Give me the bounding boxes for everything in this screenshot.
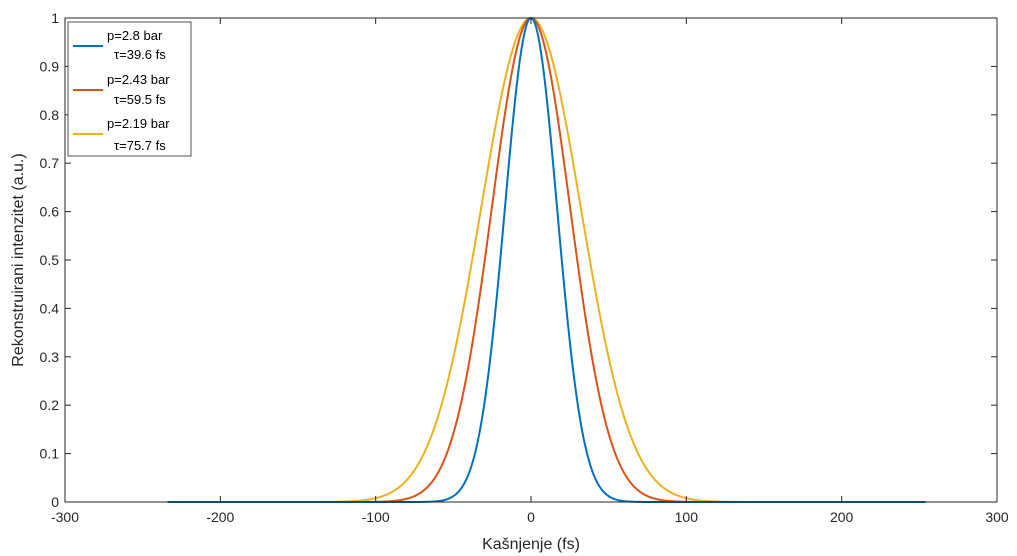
x-axis-title: Kašnjenje (fs) — [482, 536, 580, 553]
legend-label-series-3: p=2.19 bar — [107, 116, 170, 131]
y-tick-label: 0.8 — [40, 107, 60, 123]
x-tick-label: 300 — [985, 509, 1009, 525]
y-tick-label: 0.3 — [40, 349, 60, 365]
y-tick-label: 1 — [51, 10, 59, 26]
x-tick-label: 0 — [527, 509, 535, 525]
legend-label-series-1: p=2.8 bar — [107, 28, 163, 43]
legend-tau-series-2: τ=59.5 fs — [114, 92, 166, 107]
legend-tau-series-1: τ=39.6 fs — [114, 47, 166, 62]
y-tick-label: 0.1 — [40, 446, 60, 462]
legend-tau-series-3: τ=75.7 fs — [114, 138, 166, 153]
y-axis-title: Rekonstruirani intenzitet (a.u.) — [10, 153, 27, 366]
legend-label-series-2: p=2.43 bar — [107, 72, 170, 87]
y-tick-label: 0.7 — [40, 155, 60, 171]
x-tick-label: -100 — [362, 509, 390, 525]
x-tick-label: 100 — [675, 509, 699, 525]
y-tick-label: 0.9 — [40, 58, 60, 74]
tick-layer: -300 -200 -100 0 100 200 300 0 0.1 0.2 0.3 0.4 0.5 0.… — [40, 10, 1009, 525]
y-tick-label: 0.2 — [40, 397, 60, 413]
y-tick-label: 0.4 — [40, 300, 60, 316]
y-tick-label: 0.5 — [40, 252, 60, 268]
plot-area-background — [65, 18, 997, 502]
y-tick-label: 0.6 — [40, 204, 60, 220]
x-tick-label: -200 — [206, 509, 234, 525]
x-tick-label: -300 — [51, 509, 79, 525]
y-tick-label: 0 — [51, 494, 59, 510]
legend: p=2.8 bar τ=39.6 fs p=2.43 bar τ=59.5 fs… — [67, 21, 192, 157]
x-tick-label: 200 — [830, 509, 854, 525]
